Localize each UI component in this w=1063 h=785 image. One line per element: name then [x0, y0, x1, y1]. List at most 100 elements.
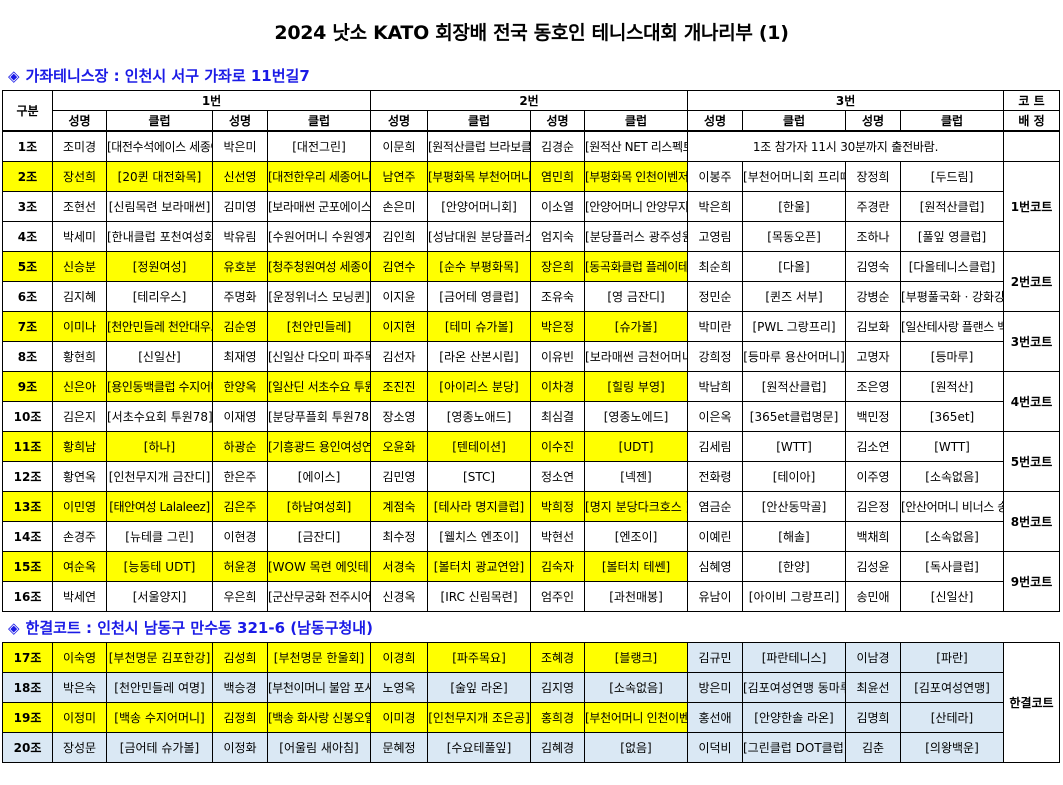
club-cell: [원적산클럽 브라보클럽]: [427, 130, 532, 162]
player-name-cell: 주경란: [845, 191, 902, 222]
club-cell: [힐링 부영]: [584, 371, 689, 402]
player-name-cell: 염민희: [530, 161, 586, 192]
player-name-cell: 여순옥: [52, 551, 107, 582]
player-name-cell: 장성문: [52, 732, 107, 763]
club-cell: [성남대원 분당플러스]: [427, 221, 532, 252]
group-label: 2조: [2, 161, 53, 192]
bracket-table-gajwa: 구분 1번 2번 3번 코 트 성명 클럽 성명 클럽 성명 클럽 성명 클럽 …: [2, 90, 1061, 612]
club-cell: [WOW 목련 에잇테]: [266, 551, 372, 582]
club-cell: [대전수석에이스 세종어머니]: [106, 130, 213, 162]
club-cell: [테이아]: [742, 461, 847, 492]
player-name-cell: 최수정: [370, 521, 429, 552]
court-assignment-cell: [1003, 130, 1061, 162]
player-name-cell: 이주영: [845, 461, 902, 492]
court-assignment-cell: 한결코트: [1003, 642, 1060, 763]
club-cell: [어울림 새아침]: [267, 732, 371, 763]
club-cell: [해솔]: [742, 521, 847, 552]
group-label: 14조: [2, 521, 53, 552]
club-cell: [안양어머니 안양무지개]: [584, 191, 689, 222]
player-name-cell: 신경옥: [370, 581, 429, 612]
club-cell: [UDT]: [584, 431, 689, 462]
club-cell: [파란테니스]: [742, 642, 846, 673]
court-assignment-cell: 3번코트: [1003, 311, 1061, 372]
header-club: 클럽: [742, 110, 847, 132]
player-name-cell: 김규민: [687, 642, 743, 673]
club-cell: [엔조이]: [584, 521, 689, 552]
group-label: 7조: [2, 311, 53, 342]
player-name-cell: 조하나: [845, 221, 902, 252]
club-cell: [소속없음]: [584, 672, 688, 703]
club-cell: [그린클럽 DOT클럽]: [742, 732, 846, 763]
group-label: 16조: [2, 581, 53, 612]
club-cell: [없음]: [584, 732, 688, 763]
club-cell: [백송 화사랑 신봉오일]: [267, 702, 371, 733]
club-cell: [등마루 용산어머니]: [742, 341, 847, 372]
club-cell: [수요테풀잎]: [427, 732, 531, 763]
player-name-cell: 박은정: [530, 311, 586, 342]
player-name-cell: 김영숙: [845, 251, 902, 282]
player-name-cell: 김미영: [212, 191, 268, 222]
group-label: 11조: [2, 431, 53, 462]
club-cell: [다올]: [742, 251, 847, 282]
player-name-cell: 김은지: [52, 401, 107, 432]
club-cell: [정원여성]: [106, 251, 213, 282]
club-cell: [신일산]: [106, 341, 213, 372]
club-cell: [수원어머니 수원엥지]: [266, 221, 372, 252]
player-name-cell: 이수진: [530, 431, 586, 462]
player-name-cell: 문혜정: [370, 732, 428, 763]
club-cell: [영 금잔디]: [584, 281, 689, 312]
player-name-cell: 남연주: [370, 161, 429, 192]
club-cell: [텐테이션]: [427, 431, 532, 462]
court-assignment-cell: 2번코트: [1003, 251, 1061, 312]
club-cell: [서울양지]: [106, 581, 213, 612]
club-cell: [동곡화클럽 플레이테니스]: [584, 251, 689, 282]
player-name-cell: 조유숙: [530, 281, 586, 312]
diamond-icon: ◈: [8, 619, 20, 637]
player-name-cell: 김세림: [687, 431, 744, 462]
group-label: 6조: [2, 281, 53, 312]
player-name-cell: 장선희: [52, 161, 107, 192]
player-name-cell: 우은희: [212, 581, 268, 612]
player-name-cell: 엄주인: [530, 581, 586, 612]
player-name-cell: 박세미: [52, 221, 107, 252]
player-name-cell: 이미경: [370, 702, 428, 733]
club-cell: [인천무지개 조은공]: [427, 702, 531, 733]
player-name-cell: 김은정: [845, 491, 902, 522]
player-name-cell: 송민애: [845, 581, 902, 612]
table-row: 15조 여순옥 [능동테 UDT] 허윤경 [WOW 목련 에잇테] 서경숙 [볼터치 광교…: [2, 551, 1061, 612]
group-label: 18조: [2, 672, 53, 703]
club-cell: [원적산]: [900, 371, 1005, 402]
header-court-3: 3번: [687, 90, 1005, 111]
player-name-cell: 고명자: [845, 341, 902, 372]
section-heading-text: 가좌테니스장 : 인천시 서구 가좌로 11번길7: [25, 67, 310, 85]
club-cell: [천안민들레 천안대우그린]: [106, 311, 213, 342]
player-name-cell: 김순영: [212, 311, 268, 342]
group-label: 3조: [2, 191, 53, 222]
player-name-cell: 박현선: [530, 521, 586, 552]
player-name-cell: 박남희: [687, 371, 744, 402]
player-name-cell: 김숙자: [530, 551, 586, 582]
club-cell: [천안민들레]: [266, 311, 372, 342]
club-cell: [대전한우리 세종어니비]: [266, 161, 372, 192]
club-cell: [일산딘 서초수요 투원78]: [266, 371, 372, 402]
player-name-cell: 김인희: [370, 221, 429, 252]
player-name-cell: 황희남: [52, 431, 107, 462]
player-name-cell: 조현선: [52, 191, 107, 222]
header-name: 성명: [687, 110, 744, 132]
player-name-cell: 황연옥: [52, 461, 107, 492]
group-label: 1조: [2, 130, 53, 162]
player-name-cell: 서경숙: [370, 551, 429, 582]
club-cell: [금어테 영클럽]: [427, 281, 532, 312]
player-name-cell: 유호분: [212, 251, 268, 282]
club-cell: [소속없음]: [900, 521, 1005, 552]
club-cell: [WTT]: [742, 431, 847, 462]
club-cell: [20퀸 대전화목]: [106, 161, 213, 192]
player-name-cell: 이문희: [370, 130, 429, 162]
player-name-cell: 김춘: [845, 732, 901, 763]
player-name-cell: 김경순: [530, 130, 586, 162]
header-court-1: 1번: [51, 90, 372, 111]
player-name-cell: 김은주: [212, 491, 268, 522]
player-name-cell: 한은주: [212, 461, 268, 492]
table-row: 20조 장성문 [금어테 슈가볼] 이정화 [어울림 새아침] 문혜정 [수요테풀잎] 김혜경…: [2, 732, 1060, 763]
